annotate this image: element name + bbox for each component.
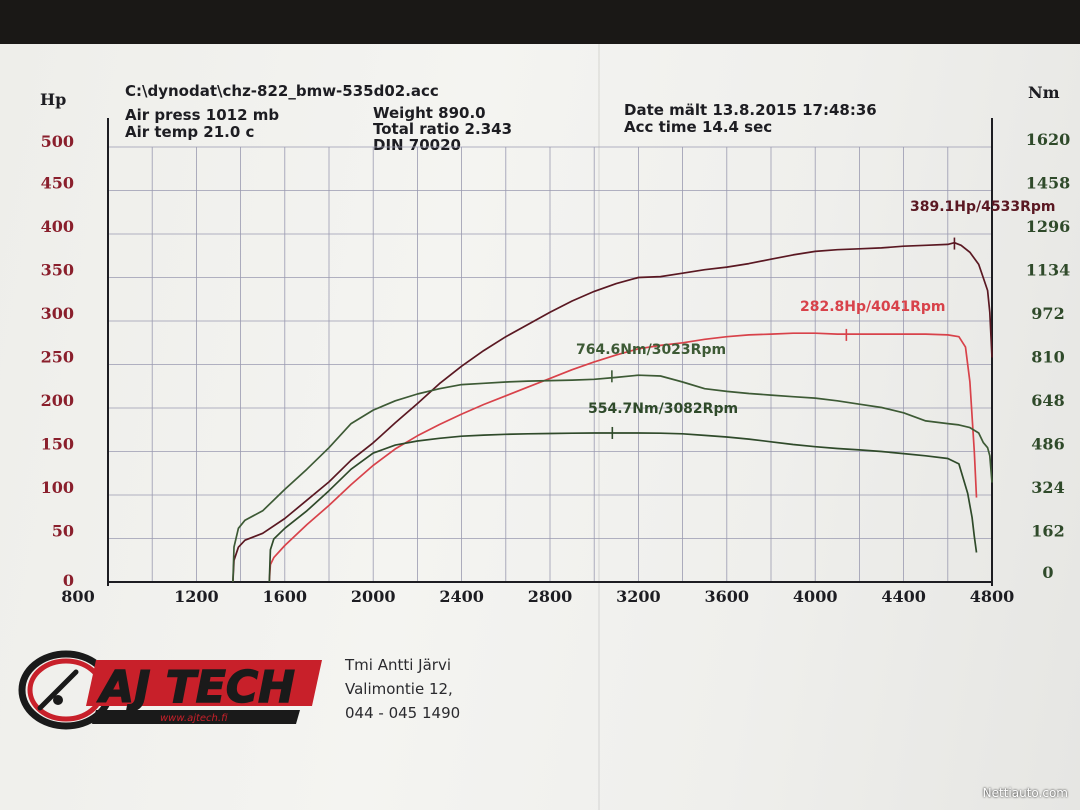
right-tick-label: 1134 bbox=[1026, 261, 1071, 280]
test-date: Date mält 13.8.2015 17:48:36 bbox=[624, 101, 877, 119]
x-tick-label: 800 bbox=[61, 587, 94, 606]
left-tick-label: 0 bbox=[63, 571, 74, 590]
air-temperature: Air temp 21.0 c bbox=[125, 123, 255, 141]
acceleration-time: Acc time 14.4 sec bbox=[624, 118, 773, 136]
right-tick-label: 972 bbox=[1031, 304, 1064, 323]
left-tick-label: 200 bbox=[41, 391, 74, 410]
left-tick-label: 150 bbox=[41, 435, 74, 454]
company-phone: 044 - 045 1490 bbox=[345, 704, 461, 722]
left-tick-label: 350 bbox=[41, 261, 74, 280]
file-path: C:\dynodat\chz-822_bmw-535d02.acc bbox=[125, 82, 439, 100]
right-tick-label: 648 bbox=[1031, 391, 1064, 410]
right-tick-label: 1620 bbox=[1026, 130, 1071, 149]
x-tick-label: 1200 bbox=[174, 587, 219, 606]
x-tick-label: 3200 bbox=[616, 587, 661, 606]
weight: Weight 890.0 bbox=[373, 104, 486, 122]
air-pressure: Air press 1012 mb bbox=[125, 106, 280, 124]
peak-label-1: 282.8Hp/4041Rpm bbox=[800, 299, 946, 315]
watermark: Nettiauto.com bbox=[982, 786, 1068, 800]
peak-label-0: 389.1Hp/4533Rpm bbox=[910, 199, 1056, 215]
company-name: Tmi Antti Järvi bbox=[345, 656, 452, 674]
series-line-1 bbox=[268, 332, 978, 583]
right-tick-label: 1296 bbox=[1026, 217, 1071, 236]
chart-curves bbox=[232, 241, 993, 583]
x-tick-label: 4800 bbox=[970, 587, 1015, 606]
right-tick-label: 810 bbox=[1031, 348, 1064, 367]
total-ratio: Total ratio 2.343 bbox=[373, 120, 513, 138]
paper-fold-line bbox=[598, 44, 600, 810]
x-tick-label: 2400 bbox=[439, 587, 484, 606]
left-tick-label: 250 bbox=[41, 348, 74, 367]
chart-peak-labels: 389.1Hp/4533Rpm 282.8Hp/4041Rpm 764.6Nm/30… bbox=[576, 199, 1056, 439]
series-line-3 bbox=[268, 432, 978, 583]
right-tick-label: 0 bbox=[1042, 563, 1053, 582]
left-tick-label: 50 bbox=[52, 522, 74, 541]
series-line-0 bbox=[232, 241, 993, 583]
x-tick-label: 4400 bbox=[881, 587, 926, 606]
right-tick-label: 324 bbox=[1031, 478, 1064, 497]
left-tick-label: 400 bbox=[41, 217, 74, 236]
x-tick-label: 2800 bbox=[528, 587, 573, 606]
chart-grid bbox=[107, 146, 993, 583]
x-tick-label: 1600 bbox=[263, 587, 308, 606]
peak-label-3: 554.7Nm/3082Rpm bbox=[588, 401, 738, 417]
x-tick-label: 3600 bbox=[705, 587, 750, 606]
left-axis-unit: Hp bbox=[40, 90, 67, 109]
peak-label-2: 764.6Nm/3023Rpm bbox=[576, 342, 726, 358]
left-tick-label: 300 bbox=[41, 304, 74, 323]
series-line-2 bbox=[232, 374, 993, 583]
right-axis-unit: Nm bbox=[1028, 83, 1060, 102]
left-tick-label: 100 bbox=[41, 478, 74, 497]
din-standard: DIN 70020 bbox=[373, 136, 461, 154]
x-tick-label: 2000 bbox=[351, 587, 396, 606]
left-tick-label: 500 bbox=[41, 132, 74, 151]
left-tick-label: 450 bbox=[41, 174, 74, 193]
chart-tick-labels: 0 50 100 150 200 250 300 350 400 450 500 0 162 324 486… bbox=[41, 130, 1071, 606]
right-tick-label: 162 bbox=[1031, 522, 1064, 541]
right-tick-label: 1458 bbox=[1026, 174, 1071, 193]
x-tick-label: 4000 bbox=[793, 587, 838, 606]
company-street: Valimontie 12, bbox=[345, 680, 453, 698]
right-tick-label: 486 bbox=[1031, 435, 1064, 454]
